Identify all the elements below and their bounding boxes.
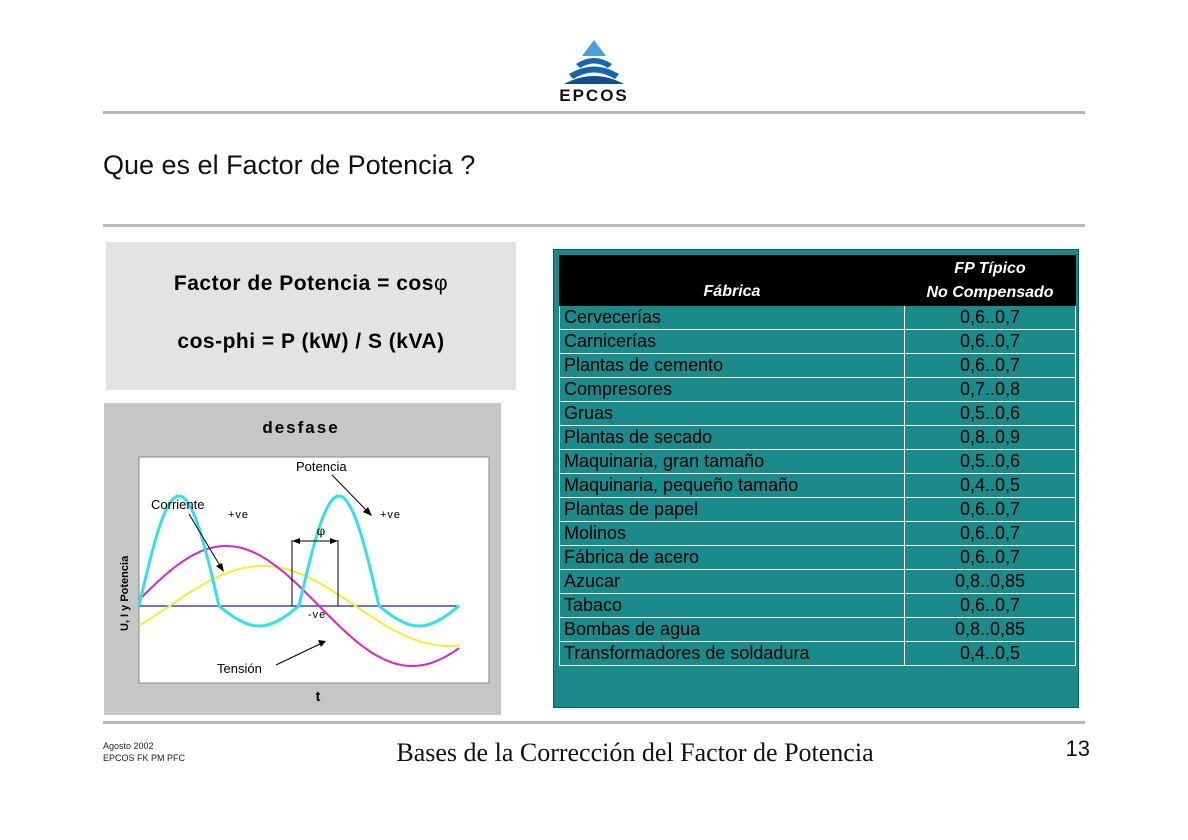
cell-fp: 0,6..0,7 [904,305,1076,330]
cell-fp: 0,7..0,8 [904,377,1076,402]
table-row: Bombas de agua 0,8..0,85 [559,617,1076,642]
footer-title: Bases de la Corrección del Factor de Pot… [396,738,874,767]
cell-fp: 0,8..0,85 [904,617,1076,642]
negative-label: -ve [308,609,326,621]
graph-title: desfase [262,418,339,437]
phase-shift-svg: desfase φ Potencia Corriente Tensión +ve… [119,418,490,704]
table-row: Gruas 0,5..0,6 [559,401,1076,426]
slide-title: Que es el Factor de Potencia ? [103,150,476,180]
cell-fp: 0,5..0,6 [904,449,1076,474]
cell-fabrica: Molinos [559,521,905,546]
footer-divider [103,721,1085,724]
footer-date: Agosto 2002 [103,741,154,751]
table-row: Plantas de cemento 0,6..0,7 [559,353,1076,378]
potencia-pointer [331,474,370,514]
table-header-row: Fábrica FP Típico No Compensado [559,255,1076,306]
header-divider [103,111,1085,114]
cell-fp: 0,6..0,7 [904,353,1076,378]
table-row: Azucar 0,8..0,85 [559,569,1076,594]
cell-fp: 0,4..0,5 [904,641,1076,666]
cell-fabrica: Cervecerías [559,305,905,330]
potencia-arrow-icon [363,507,372,516]
footer-dept: EPCOS FK PM PFC [103,753,186,763]
cell-fp: 0,5..0,6 [904,401,1076,426]
cell-fp: 0,6..0,7 [904,545,1076,570]
cell-fabrica: Fábrica de acero [559,545,905,570]
formula-box: Factor de Potencia = cosφ cos-phi = P (k… [106,242,516,390]
header-fp-line1: FP Típico [954,259,1026,277]
header-fp-line2: No Compensado [926,283,1054,301]
cell-fabrica: Tabaco [559,593,905,618]
positive-label-left: +ve [228,509,249,521]
table-row: Maquinaria, pequeño tamaño 0,4..0,5 [559,473,1076,498]
brand-name: EPCOS [559,86,629,105]
table-row: Tabaco 0,6..0,7 [559,593,1076,618]
cell-fabrica: Maquinaria, gran tamaño [559,449,905,474]
cell-fabrica: Bombas de agua [559,617,905,642]
cos-phi-formula: cos-phi = P (kW) / S (kVA) [177,330,445,353]
tension-curve [138,565,460,647]
epcos-logo: EPCOS [552,38,636,105]
tension-arrow-icon [318,640,326,647]
cell-fp: 0,6..0,7 [904,329,1076,354]
header-fp: FP Típico No Compensado [904,255,1076,306]
x-axis-label: t [316,688,321,704]
phase-arrowhead-left-icon [292,538,300,544]
cell-fabrica: Plantas de papel [559,497,905,522]
tension-label: Tensión [217,661,262,676]
table-row: Transformadores de soldadura 0,4..0,5 [559,641,1076,666]
corriente-pointer [188,513,223,570]
cell-fp: 0,8..0,9 [904,425,1076,450]
cell-fp: 0,8..0,85 [904,569,1076,594]
table-row: Carnicerías 0,6..0,7 [559,329,1076,354]
cell-fp: 0,6..0,7 [904,497,1076,522]
table-row: Compresores 0,7..0,8 [559,377,1076,402]
phi-symbol: φ [433,272,449,295]
table-row: Cervecerías 0,6..0,7 [559,305,1076,330]
power-factor-formula: Factor de Potencia = cosφ [106,272,516,296]
potencia-curve [137,494,460,628]
cell-fp: 0,6..0,7 [904,593,1076,618]
cell-fabrica: Plantas de secado [559,425,905,450]
cell-fabrica: Plantas de cemento [559,353,905,378]
table-row: Plantas de secado 0,8..0,9 [559,425,1076,450]
phase-shift-graph: desfase φ Potencia Corriente Tensión +ve… [104,403,501,715]
cell-fabrica: Gruas [559,401,905,426]
cell-fp: 0,4..0,5 [904,473,1076,498]
cell-fabrica: Maquinaria, pequeño tamaño [559,473,905,498]
page-number: 13 [1065,736,1090,761]
epcos-logo-mark-icon [564,40,624,84]
factory-power-factor-table: Fábrica FP Típico No Compensado Cervecer… [559,255,1076,666]
formula-prefix: Factor de Potencia = cos [173,272,434,295]
plot-area [138,456,490,684]
title-divider [103,224,1085,227]
table-row: Maquinaria, gran tamaño 0,5..0,6 [559,449,1076,474]
y-axis-label: U, I y Potencia [119,555,131,631]
corriente-label: Corriente [151,497,204,512]
footer-meta: Agosto 2002 EPCOS FK PM PFC [103,740,185,764]
corriente-arrow-icon [216,563,224,572]
cell-fabrica: Compresores [559,377,905,402]
table-row: Plantas de papel 0,6..0,7 [559,497,1076,522]
phase-arrowhead-right-icon [330,538,338,544]
potencia-label: Potencia [296,459,347,474]
cell-fabrica: Transformadores de soldadura [559,641,905,666]
header-fabrica: Fábrica [559,255,905,306]
cell-fabrica: Azucar [559,569,905,594]
factory-table-container: Fábrica FP Típico No Compensado Cervecer… [553,249,1079,708]
table-row: Molinos 0,6..0,7 [559,521,1076,546]
table-row: Fábrica de acero 0,6..0,7 [559,545,1076,570]
phi-label: φ [317,524,325,538]
cell-fp: 0,6..0,7 [904,521,1076,546]
tension-pointer [275,642,323,666]
positive-label-right: +ve [380,509,401,521]
corriente-curve [138,545,460,667]
table-body: Cervecerías 0,6..0,7 Carnicerías 0,6..0,7 Pl… [559,305,1076,666]
cell-fabrica: Carnicerías [559,329,905,354]
